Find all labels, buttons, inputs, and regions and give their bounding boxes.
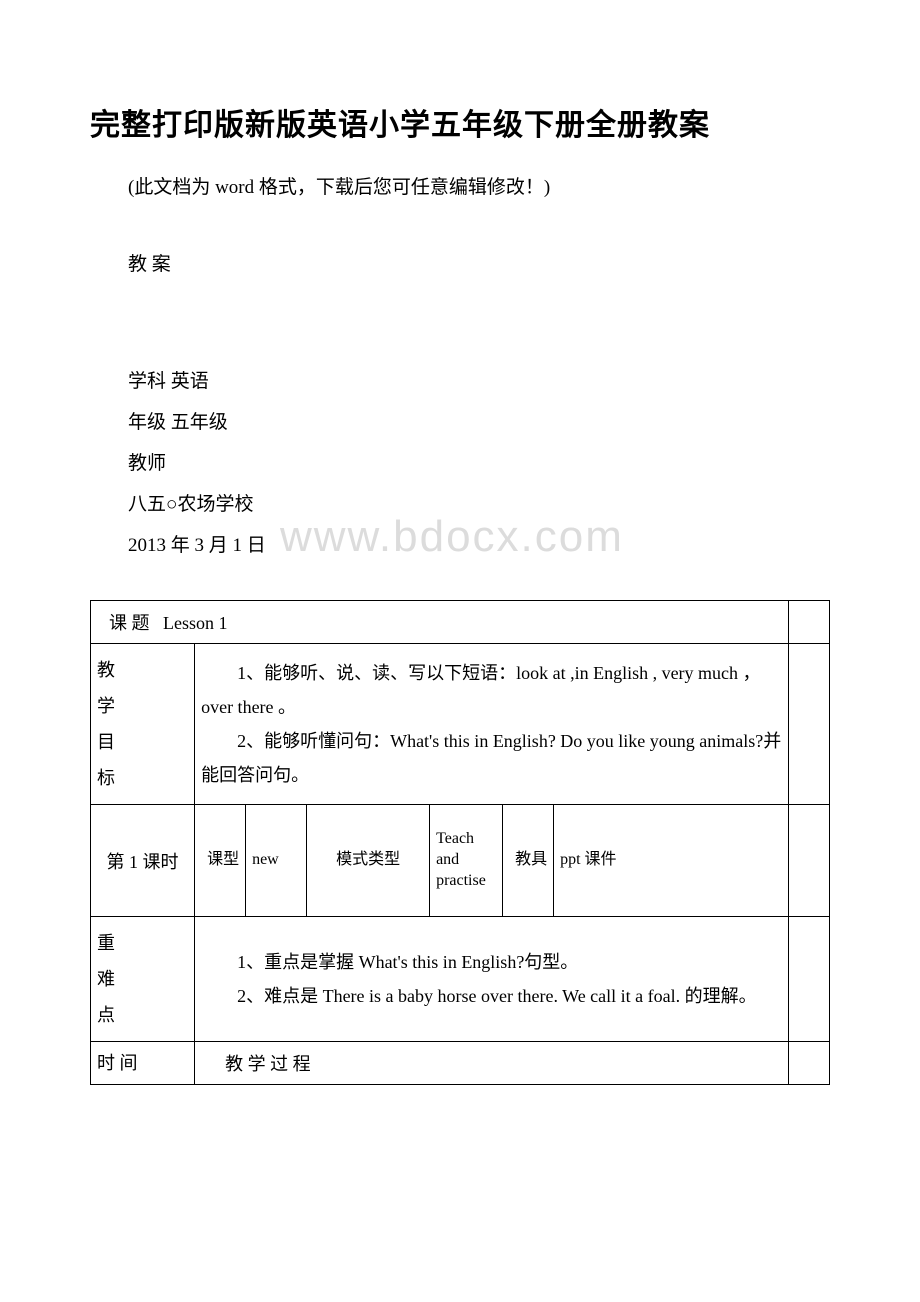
format-note: (此文档为 word 格式，下载后您可任意编辑修改！) xyxy=(90,172,830,199)
type-value: new xyxy=(246,805,307,917)
goals-line-2: 2、能够听懂问句：What's this in English? Do you … xyxy=(201,724,782,792)
mode-value: Teach and practise xyxy=(430,805,503,917)
process-label: 教 学 过 程 xyxy=(195,1042,789,1085)
goals-label-4: 标 xyxy=(97,760,188,796)
diff-label-2: 难 xyxy=(97,961,188,997)
subject-value: 英语 xyxy=(171,371,209,392)
empty-cell xyxy=(789,805,830,917)
table-row: 课 题 Lesson 1 xyxy=(91,601,830,644)
topic-label: 课 题 xyxy=(109,613,150,633)
type-label: 课型 xyxy=(195,805,246,917)
grade-value: 五年级 xyxy=(171,412,228,433)
goals-label-3: 目 xyxy=(97,724,188,760)
period-cell: 第 1 课时 xyxy=(91,805,195,917)
table-row: 重 难 点 1、重点是掌握 What's this in English?句型。… xyxy=(91,917,830,1042)
empty-cell xyxy=(789,1042,830,1085)
teacher-line: 教师 xyxy=(90,448,830,475)
diff-line-1: 1、重点是掌握 What's this in English?句型。 xyxy=(201,945,782,979)
subject-label: 学科 xyxy=(128,371,166,392)
teacher-label: 教师 xyxy=(128,453,166,474)
tool-label: 教具 xyxy=(503,805,554,917)
mode-label: 模式类型 xyxy=(307,805,430,917)
tool-value: ppt 课件 xyxy=(554,805,789,917)
diff-label-3: 点 xyxy=(97,997,188,1033)
empty-cell xyxy=(789,644,830,805)
subject-line: 学科 英语 xyxy=(90,366,830,393)
goals-label-1: 教 xyxy=(97,652,188,688)
empty-cell xyxy=(789,917,830,1042)
table-row: 时 间 教 学 过 程 xyxy=(91,1042,830,1085)
time-label: 时 间 xyxy=(91,1042,195,1085)
diff-label-1: 重 xyxy=(97,925,188,961)
lesson-table: 课 题 Lesson 1 教 学 目 标 1、能够听、说、读、写以下短语：loo… xyxy=(90,600,830,1085)
goals-line-1: 1、能够听、说、读、写以下短语：look at ,in English , ve… xyxy=(201,656,782,724)
table-row: 教 学 目 标 1、能够听、说、读、写以下短语：look at ,in Engl… xyxy=(91,644,830,805)
empty-cell xyxy=(789,601,830,644)
goals-label-2: 学 xyxy=(97,688,188,724)
diff-line-2: 2、难点是 There is a baby horse over there. … xyxy=(201,979,782,1013)
date-line: 2013 年 3 月 1 日 xyxy=(90,530,830,557)
topic-value: Lesson 1 xyxy=(163,613,228,633)
document-title: 完整打印版新版英语小学五年级下册全册教案 xyxy=(90,100,830,144)
plan-label: 教 案 xyxy=(90,249,830,276)
table-row: 第 1 课时 课型 new 模式类型 Teach and practise 教具… xyxy=(91,805,830,917)
grade-line: 年级 五年级 xyxy=(90,407,830,434)
grade-label: 年级 xyxy=(128,412,166,433)
